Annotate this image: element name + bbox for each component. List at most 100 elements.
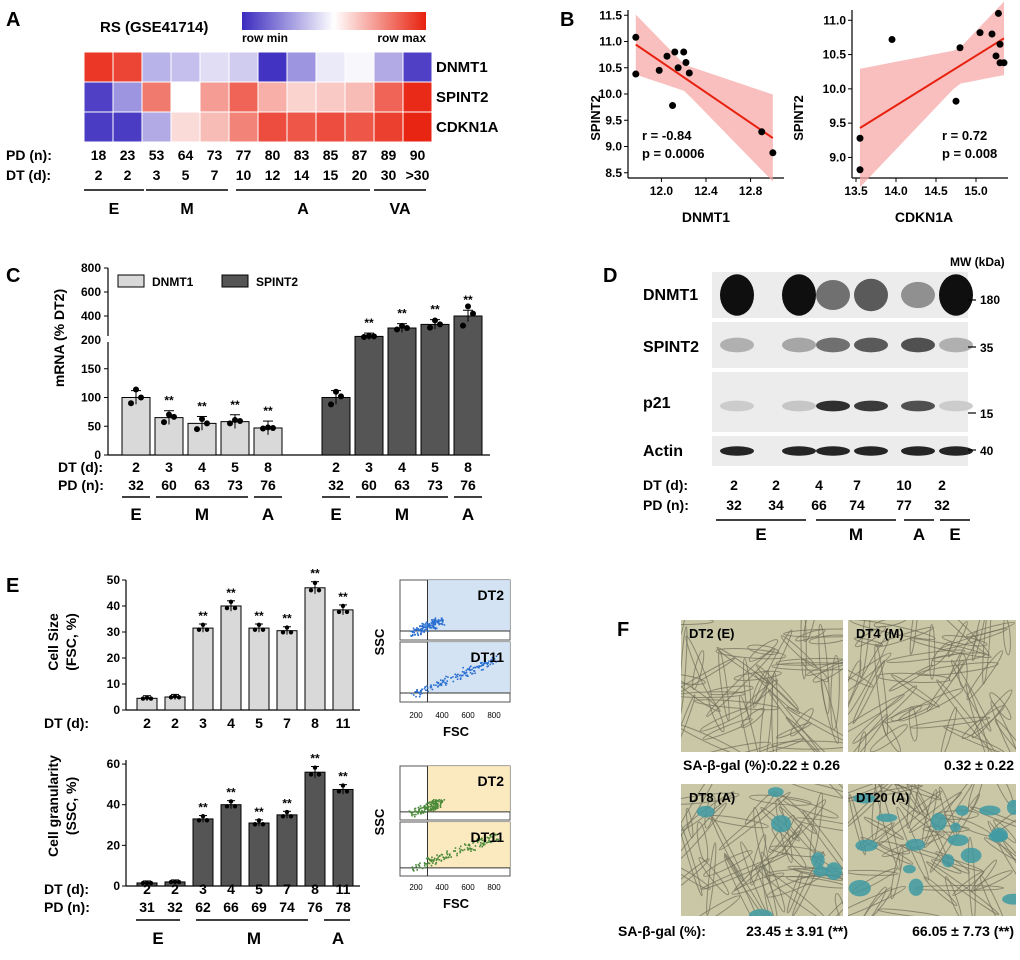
flow-event <box>424 686 426 688</box>
pd-axis-label: PD (n): <box>44 899 90 915</box>
dt-value: 5 <box>231 459 239 475</box>
dt-value: 5 <box>431 459 439 475</box>
cell-outline <box>706 842 717 916</box>
replicate-point <box>171 413 177 420</box>
scatter-x-label: CDKN1A <box>895 209 953 225</box>
flow-event <box>495 839 497 842</box>
flow-event <box>425 803 428 806</box>
pd-value: 77 <box>896 497 912 513</box>
heatmap-cell <box>344 51 375 83</box>
cell-outline <box>803 620 817 643</box>
significance-mark: ** <box>254 609 264 623</box>
flow-event <box>427 862 429 864</box>
flow-event <box>486 662 488 664</box>
flow-event <box>492 838 494 841</box>
cell-outline <box>707 685 754 696</box>
dt-axis-label: DT (d): <box>44 715 89 731</box>
flow-event <box>412 627 415 630</box>
flow-event <box>463 671 465 673</box>
flow-event <box>492 663 494 665</box>
cell-outline <box>800 620 807 680</box>
replicate-point <box>316 772 322 777</box>
flow-event <box>444 684 447 686</box>
cell-outline <box>681 620 714 626</box>
flow-event <box>464 672 467 675</box>
flow-event <box>416 627 418 629</box>
flow-event <box>486 665 488 668</box>
y-tick-label: 50 <box>107 573 121 587</box>
pd-value: 76 <box>460 477 476 493</box>
microscopy-image-dt2: DT2 (E) <box>681 620 843 752</box>
cell-outline <box>830 654 840 731</box>
blot-band <box>720 337 754 353</box>
significance-mark: ** <box>226 586 236 600</box>
dt-value: 3 <box>165 459 173 475</box>
y-tick-label: 11.0 <box>823 13 846 27</box>
group-label: M <box>395 505 409 524</box>
cell-outline <box>744 679 779 709</box>
flow-sample-label: DT11 <box>471 649 505 665</box>
flow-event <box>484 839 486 841</box>
flow-event <box>423 626 426 629</box>
flow-event <box>437 622 440 625</box>
flow-event <box>410 630 412 633</box>
cell-outline <box>794 817 843 833</box>
dt-axis-label: DT (d): <box>58 459 103 475</box>
cell-outline <box>748 639 779 662</box>
scatter-y-label: SPINT2 <box>791 95 806 141</box>
replicate-point <box>316 588 322 593</box>
flow-event <box>450 856 452 858</box>
cell-outline <box>785 716 843 752</box>
flow-gate-region <box>427 580 510 631</box>
flow-event <box>481 837 483 839</box>
replicate-point <box>148 880 154 886</box>
replicate-point <box>228 799 234 804</box>
panel-label-d: D <box>603 265 617 287</box>
heatmap-cell <box>83 51 114 83</box>
replicate-point <box>260 822 266 827</box>
blot-band <box>939 337 973 353</box>
x-tick-label: 15.0 <box>964 184 988 198</box>
dt-value: 3 <box>365 459 373 475</box>
replicate-point <box>328 401 334 408</box>
dt-value: 2 <box>730 477 738 493</box>
pd-value: 85 <box>323 147 339 163</box>
flow-event <box>470 847 473 850</box>
cell-outline <box>692 650 705 690</box>
flow-event <box>428 801 431 804</box>
cell-outline <box>703 850 753 877</box>
pd-value: 23 <box>120 147 136 163</box>
flow-event <box>493 658 496 660</box>
replicate-point <box>204 420 210 427</box>
pd-value: 73 <box>427 477 443 493</box>
flow-event <box>497 838 499 841</box>
flow-event <box>459 851 462 854</box>
flow-event <box>441 679 444 682</box>
flow-event <box>423 807 426 810</box>
replicate-point <box>404 325 410 331</box>
flow-event <box>429 805 432 808</box>
flow-event <box>416 869 418 871</box>
replicate-point <box>284 809 290 815</box>
pd-axis-label: PD (n): <box>58 477 104 493</box>
y-tick-label: 10.5 <box>823 48 847 62</box>
flow-event <box>414 628 417 631</box>
pd-value: 80 <box>265 147 281 163</box>
flow-event <box>456 675 459 678</box>
flow-event <box>481 842 484 845</box>
flow-event <box>434 622 437 625</box>
dt-value: 2 <box>772 477 780 493</box>
cell-outline <box>685 807 694 839</box>
replicate-point <box>312 580 318 586</box>
flow-event <box>420 690 422 693</box>
flow-event <box>411 866 414 868</box>
flow-event <box>445 675 447 678</box>
flow-event <box>474 849 476 851</box>
microscopy-image-dt8: DT8 (A) <box>681 784 843 916</box>
cell-outline <box>983 837 1016 862</box>
flow-event <box>430 686 433 688</box>
pd-value: 87 <box>352 147 368 163</box>
bar <box>220 804 242 887</box>
flow-event <box>425 857 428 860</box>
sa-gal-stain <box>748 909 773 916</box>
